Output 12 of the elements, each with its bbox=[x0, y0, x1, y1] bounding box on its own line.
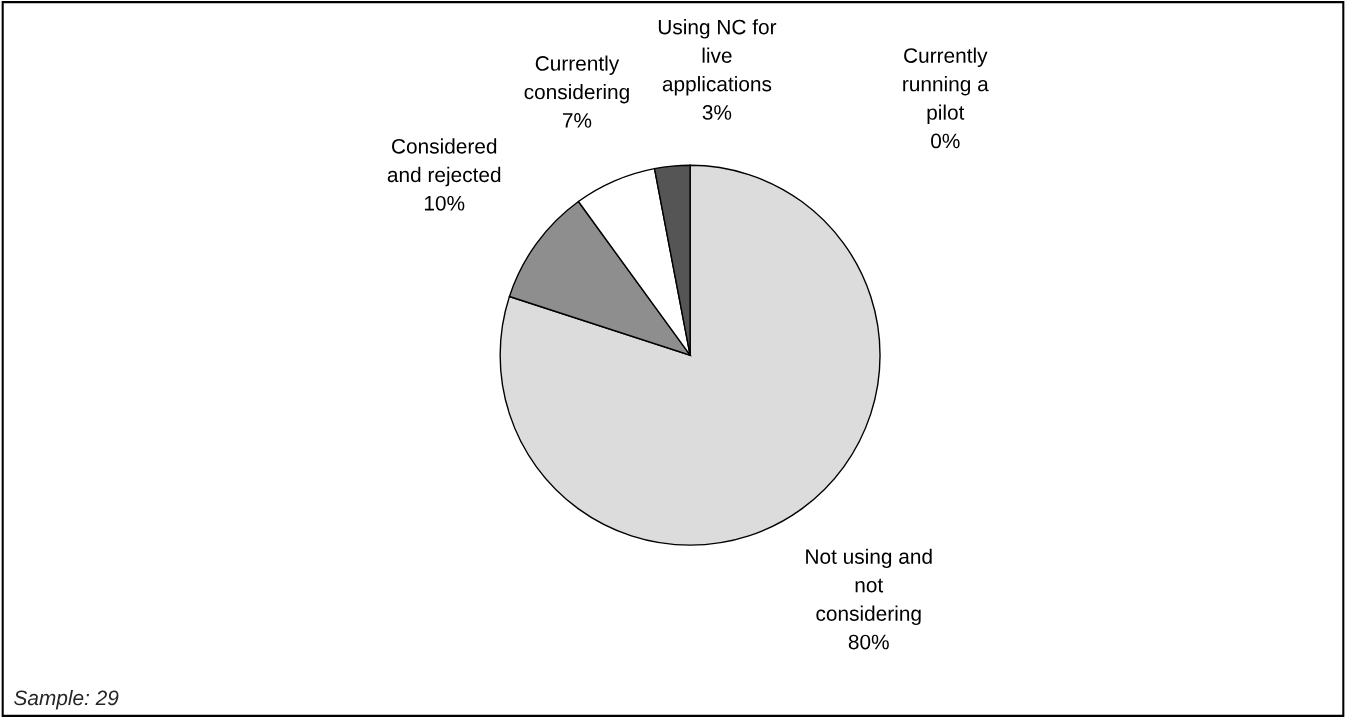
text: 0% bbox=[931, 133, 960, 149]
slice-label: Considered and rejected bbox=[387, 138, 501, 187]
category-label: Currently running a pilot bbox=[903, 47, 989, 124]
data-label: 10% bbox=[424, 195, 465, 211]
data-label: 7% bbox=[562, 113, 592, 128]
slice-label: Not using and not considering bbox=[806, 548, 932, 626]
data-label: 3% bbox=[702, 105, 732, 120]
text: Sample: 29 bbox=[14, 689, 119, 710]
slice-label: Using NC for live applications bbox=[658, 19, 777, 96]
pie-slice bbox=[499, 164, 881, 546]
data-label: 80% bbox=[848, 634, 889, 650]
slice-label: Currently considering bbox=[524, 55, 629, 104]
